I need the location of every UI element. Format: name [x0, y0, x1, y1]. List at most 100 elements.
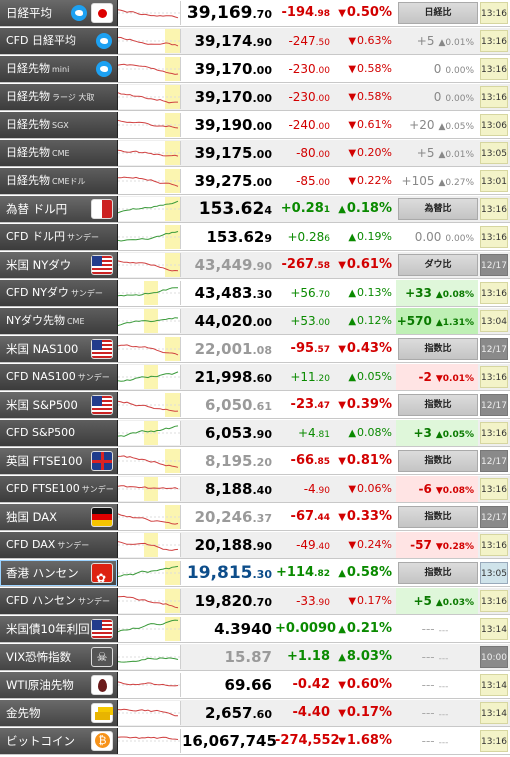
ratio-button[interactable]: 日経比	[398, 2, 478, 24]
instrument-name[interactable]: 日経先物 mini	[0, 56, 118, 82]
ratio-button[interactable]: 指数比	[398, 562, 478, 584]
instrument-name[interactable]: 日経先物 CME	[0, 140, 118, 166]
twitter-icon[interactable]	[71, 5, 87, 21]
instrument-name[interactable]: CFD DAX サンデー	[0, 532, 118, 558]
instrument-name[interactable]: 英国 FTSE100	[0, 448, 118, 474]
sparkline-cell[interactable]	[118, 365, 181, 389]
twitter-icon[interactable]	[96, 33, 112, 49]
sparkline-cell[interactable]	[118, 617, 181, 641]
twitter-icon[interactable]	[96, 61, 112, 77]
instrument-name[interactable]: 香港 ハンセン	[0, 560, 118, 586]
market-row[interactable]: CFD DAX サンデー 20,188.90 -49.40 ▼0.24% -57 ▼0.28…	[0, 532, 510, 559]
market-row[interactable]: 日経先物 ラージ 大取 39,170.00 -230.00 ▼0.58% 0 0.00% 13…	[0, 84, 510, 111]
instrument-name[interactable]: CFD NYダウ サンデー	[0, 280, 118, 306]
market-row[interactable]: 米国 S&P500 6,050.61 -23.47 ▼0.39% 指数比 12/17	[0, 392, 510, 419]
instrument-label: 日経先物	[6, 118, 50, 131]
price-decimal: .60	[252, 372, 273, 385]
instrument-name[interactable]: WTI原油先物	[0, 672, 118, 698]
market-row[interactable]: 日経先物 mini 39,170.00 -230.00 ▼0.58% 0 0.00% 13:1…	[0, 56, 510, 83]
market-row[interactable]: CFD S&P500 6,053.90 +4.81 ▲0.08% +3 ▲0.05% 13:…	[0, 420, 510, 447]
instrument-name[interactable]: 独国 DAX	[0, 504, 118, 530]
market-row[interactable]: 米国 NAS100 22,001.08 -95.57 ▼0.43% 指数比 12/17	[0, 336, 510, 363]
sparkline-cell[interactable]	[118, 449, 181, 473]
percent-value: 0.21%	[346, 621, 392, 636]
instrument-name[interactable]: 米国債10年利回り	[0, 616, 118, 642]
instrument-name[interactable]: CFD S&P500	[0, 420, 118, 446]
sparkline-cell[interactable]	[118, 561, 181, 585]
sparkline-cell[interactable]	[118, 393, 181, 417]
sparkline-cell[interactable]	[118, 85, 181, 109]
sparkline-cell[interactable]	[118, 29, 181, 53]
ratio-button[interactable]: ダウ比	[398, 254, 478, 276]
market-row[interactable]: CFD NAS100 サンデー 21,998.60 +11.20 ▲0.05% -2 ▼0.…	[0, 364, 510, 391]
market-row[interactable]: 日経先物 CME 39,175.00 -80.00 ▼0.20% +5 ▲0.01% 13:0…	[0, 140, 510, 167]
instrument-name[interactable]: CFD FTSE100 サンデー	[0, 476, 118, 502]
instrument-name[interactable]: ビットコイン	[0, 728, 118, 754]
sparkline-cell[interactable]	[118, 477, 181, 501]
sparkline-cell[interactable]	[118, 309, 181, 333]
sparkline-cell[interactable]	[118, 729, 181, 753]
sparkline-cell[interactable]	[118, 645, 181, 669]
sparkline-cell[interactable]	[118, 337, 181, 361]
instrument-name[interactable]: 金先物	[0, 700, 118, 726]
market-row[interactable]: NYダウ先物 CME 44,020.00 +53.00 ▲0.12% +570 ▲1.31%…	[0, 308, 510, 335]
instrument-name[interactable]: CFD 日経平均	[0, 28, 118, 54]
sparkline-cell[interactable]	[118, 225, 181, 249]
market-row[interactable]: CFD FTSE100 サンデー 8,188.40 -4.90 ▼0.06% -6 ▼0.0…	[0, 476, 510, 503]
market-row[interactable]: CFD 日経平均 39,174.90 -247.50 ▼0.63% +5 ▲0.01% 13…	[0, 28, 510, 55]
market-row[interactable]: 独国 DAX 20,246.37 -67.44 ▼0.33% 指数比 12/17	[0, 504, 510, 531]
ratio-button[interactable]: 指数比	[398, 506, 478, 528]
instrument-name[interactable]: 米国 S&P500	[0, 392, 118, 418]
sparkline-cell[interactable]	[118, 505, 181, 529]
market-row[interactable]: 英国 FTSE100 8,195.20 -66.85 ▼0.81% 指数比 12/17	[0, 448, 510, 475]
sparkline-cell[interactable]	[118, 281, 181, 305]
sparkline-cell[interactable]	[118, 253, 181, 277]
market-row[interactable]: 為替 ドル円 153.624 +0.281 ▲0.18% 為替比 13:16	[0, 196, 510, 223]
sparkline-cell[interactable]	[118, 421, 181, 445]
instrument-name[interactable]: 米国 NAS100	[0, 336, 118, 362]
sparkline-cell[interactable]	[118, 673, 181, 697]
instrument-name[interactable]: 米国 NYダウ	[0, 252, 118, 278]
instrument-name[interactable]: NYダウ先物 CME	[0, 308, 118, 334]
market-row[interactable]: 日経先物 CMEドル 39,275.00 -85.00 ▼0.22% +105 ▲0.27%…	[0, 168, 510, 195]
market-row[interactable]: VIX恐怖指数 ☠ 15.87 +1.18 ▲8.03% --- --- 10:00	[0, 644, 510, 671]
market-row[interactable]: 日経平均 39,169.70 -194.98 ▼0.50% 日経比 13:16	[0, 0, 510, 27]
sparkline-cell[interactable]	[118, 701, 181, 725]
sparkline-cell[interactable]	[118, 1, 181, 25]
sparkline-cell[interactable]	[118, 533, 181, 557]
market-row[interactable]: 米国債10年利回り 4.3940 +0.0090 ▲0.21% --- --- 13:14	[0, 616, 510, 643]
market-row[interactable]: ビットコイン16,067,745-274,552▼1.68%------13:1…	[0, 728, 510, 755]
instrument-name[interactable]: CFD ドル円 サンデー	[0, 224, 118, 250]
ratio-button[interactable]: 指数比	[398, 394, 478, 416]
sparkline-cell[interactable]	[118, 589, 181, 613]
price-value: 39,190.00	[182, 112, 274, 138]
sparkline-cell[interactable]	[118, 197, 181, 221]
market-row[interactable]: CFD ドル円 サンデー 153.629 +0.286 ▲0.19% 0.00 0.00% 1…	[0, 224, 510, 251]
ratio-button[interactable]: 為替比	[398, 198, 478, 220]
change-integer: -194	[281, 5, 315, 20]
sparkline-cell[interactable]	[118, 141, 181, 165]
instrument-name[interactable]: VIX恐怖指数 ☠	[0, 644, 118, 670]
ratio-button[interactable]: 指数比	[398, 338, 478, 360]
market-row[interactable]: CFD NYダウ サンデー 43,483.30 +56.70 ▲0.13% +33 ▲0.0…	[0, 280, 510, 307]
market-row[interactable]: CFD ハンセン サンデー 19,820.70 -33.90 ▼0.17% +5 ▲0.03…	[0, 588, 510, 615]
market-row[interactable]: 米国 NYダウ 43,449.90 -267.58 ▼0.61% ダウ比 12/17	[0, 252, 510, 279]
sparkline-cell[interactable]	[118, 113, 181, 137]
time-label: 12/17	[481, 261, 507, 271]
instrument-name[interactable]: 日経先物 SGX	[0, 112, 118, 138]
instrument-name[interactable]: CFD NAS100 サンデー	[0, 364, 118, 390]
instrument-name[interactable]: 為替 ドル円	[0, 196, 118, 222]
market-row[interactable]: 日経先物 SGX 39,190.00 -240.00 ▼0.61% +20 ▲0.05% 13…	[0, 112, 510, 139]
instrument-name[interactable]: 日経先物 ラージ 大取	[0, 84, 118, 110]
sparkline-cell[interactable]	[118, 57, 181, 81]
change-value: +53.00	[275, 308, 332, 334]
sparkline-cell[interactable]	[118, 169, 181, 193]
price-decimal: .30	[252, 568, 273, 581]
instrument-name[interactable]: 日経平均	[0, 0, 118, 26]
instrument-name[interactable]: 日経先物 CMEドル	[0, 168, 118, 194]
ratio-button[interactable]: 指数比	[398, 450, 478, 472]
instrument-name[interactable]: CFD ハンセン サンデー	[0, 588, 118, 614]
market-row[interactable]: 金先物 2,657.60 -4.40 ▼0.17% --- --- 13:14	[0, 700, 510, 727]
market-row[interactable]: WTI原油先物 69.66 -0.42 ▼0.60% --- --- 13:14	[0, 672, 510, 699]
